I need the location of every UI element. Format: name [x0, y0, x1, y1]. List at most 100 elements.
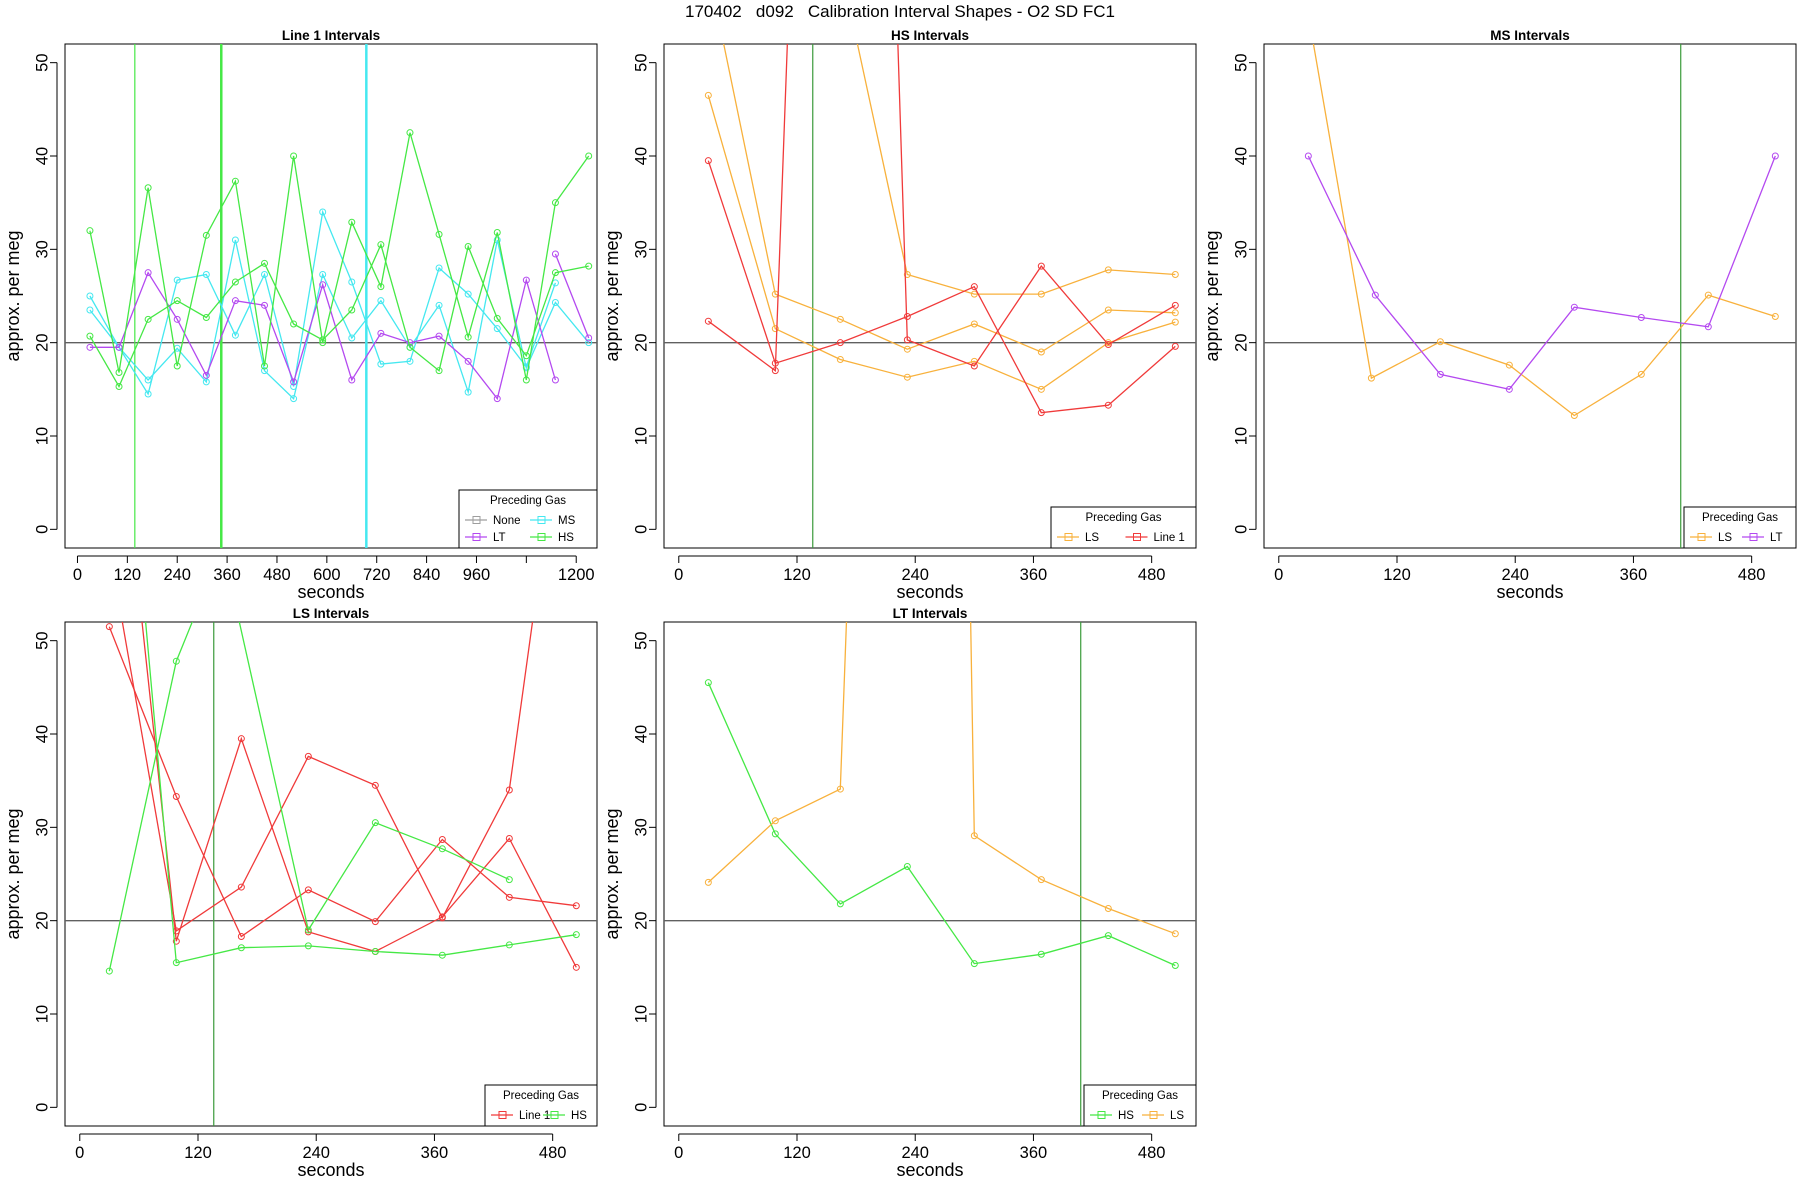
legend: Preceding Gas None MS LT HS: [458, 489, 598, 549]
panel-title: LS Intervals: [293, 606, 370, 621]
data-point: [231, 278, 239, 286]
data-point: [237, 735, 245, 743]
data-point: [1436, 370, 1444, 378]
data-point: [406, 357, 414, 365]
x-axis-label: seconds: [1496, 582, 1563, 602]
series-hs: [86, 129, 593, 384]
series-line: [238, 622, 510, 932]
plot-frame: [663, 621, 1197, 1127]
legend-box: [484, 1084, 598, 1127]
plot-frame: [1263, 43, 1797, 549]
data-point: [1171, 318, 1179, 326]
data-point: [771, 367, 779, 375]
y-tick-label: 50: [632, 631, 650, 649]
y-tick-label: 30: [1232, 240, 1250, 258]
data-point: [1171, 301, 1179, 309]
plot-frame: [64, 621, 598, 1127]
data-point: [493, 395, 501, 403]
data-point: [1104, 306, 1112, 314]
data-point: [377, 329, 385, 337]
data-point: [435, 332, 443, 340]
data-point: [1637, 370, 1645, 378]
data-point: [319, 208, 327, 216]
data-point: [319, 281, 327, 289]
series-ls: [856, 44, 1179, 298]
data-point: [551, 299, 559, 307]
legend-label: MS: [558, 515, 576, 527]
data-point: [304, 886, 312, 894]
data-point: [237, 933, 245, 941]
legend-swatch-marker: [1097, 1111, 1106, 1119]
data-point: [86, 332, 94, 340]
data-point: [144, 269, 152, 277]
x-tick-label: 0: [674, 1144, 683, 1162]
legend: Preceding Gas LS LT: [1683, 506, 1797, 549]
series-ms: [86, 236, 593, 403]
data-point: [551, 269, 559, 277]
y-axis-label: approx. per meg: [1202, 230, 1222, 361]
data-point: [970, 290, 978, 298]
legend-swatch-marker: [1149, 1111, 1158, 1119]
data-point: [1104, 266, 1112, 274]
y-tick-label: 10: [632, 1005, 650, 1023]
y-axis-label: approx. per meg: [602, 230, 622, 361]
series-line: [897, 44, 1176, 367]
data-point: [377, 283, 385, 291]
x-tick-label: 0: [1274, 566, 1283, 584]
x-tick-label: 120: [783, 1144, 811, 1162]
legend: Preceding Gas LS Line 1: [1050, 506, 1197, 549]
y-tick-label: 0: [33, 525, 51, 534]
data-point: [1704, 323, 1712, 331]
data-point: [771, 817, 779, 825]
legend: Preceding Gas Line 1 HS: [484, 1084, 598, 1127]
data-point: [505, 893, 513, 901]
legend-title: Preceding Gas: [1702, 512, 1778, 524]
data-point: [290, 395, 298, 403]
series-ls: [704, 91, 1179, 393]
x-tick-label: 1200: [558, 566, 595, 584]
series-line-1: [105, 623, 580, 941]
legend-entry: Line 1: [491, 1110, 550, 1122]
series-line: [89, 242, 589, 388]
y-tick-label: 20: [33, 911, 51, 929]
data-point: [172, 793, 180, 801]
data-point: [464, 290, 472, 298]
data-point: [836, 785, 844, 793]
x-tick-label: 240: [901, 566, 929, 584]
data-point: [1367, 374, 1375, 382]
legend-swatch-marker: [550, 1111, 559, 1119]
x-tick-label: 480: [1138, 566, 1166, 584]
data-point: [1704, 291, 1712, 299]
data-point: [1037, 262, 1045, 270]
data-point: [438, 914, 446, 922]
legend-title: Preceding Gas: [490, 495, 566, 507]
series-line: [89, 271, 557, 401]
legend-swatch-marker: [498, 1111, 507, 1119]
x-tick-label: 360: [213, 566, 241, 584]
legend: Preceding Gas HS LS: [1083, 1084, 1197, 1127]
figure-title: 170402 d092 Calibration Interval Shapes …: [685, 2, 1115, 21]
data-point: [1637, 313, 1645, 321]
y-tick-label: 30: [632, 818, 650, 836]
panel-title: Line 1 Intervals: [282, 28, 380, 43]
data-point: [1037, 385, 1045, 393]
data-point: [493, 236, 501, 244]
data-point: [144, 376, 152, 384]
data-point: [464, 357, 472, 365]
x-tick-label: 600: [313, 566, 341, 584]
series-line: [1312, 44, 1776, 417]
series-line: [707, 160, 1176, 414]
data-point: [261, 271, 268, 279]
legend-swatch-marker: [1697, 533, 1706, 541]
series-hs: [86, 241, 593, 391]
data-point: [261, 367, 268, 375]
data-point: [1037, 876, 1045, 884]
data-point: [1104, 932, 1112, 940]
data-point: [1171, 309, 1179, 317]
x-axis-label: seconds: [297, 582, 364, 602]
data-point: [1037, 348, 1045, 356]
y-tick-label: 20: [632, 911, 650, 929]
data-point: [522, 276, 530, 284]
data-point: [704, 317, 712, 325]
